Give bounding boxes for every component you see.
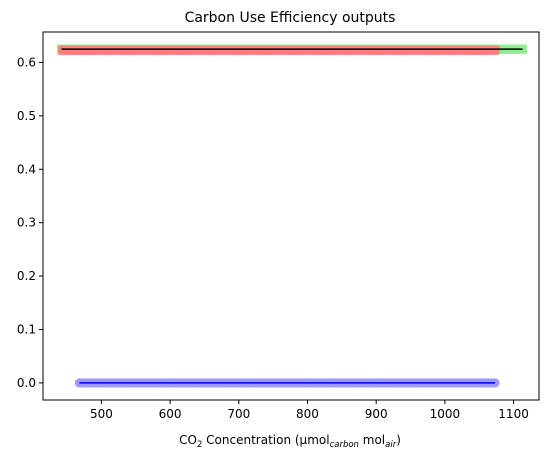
series-1-point	[206, 45, 216, 55]
y-tick-label: 0.2	[17, 269, 36, 283]
series-1-point	[86, 45, 96, 55]
series-1-point	[103, 45, 113, 55]
series-1-point	[234, 45, 244, 55]
x-tick-label: 800	[296, 407, 319, 421]
x-tick-label: 600	[159, 407, 182, 421]
series-1-point	[316, 45, 326, 55]
y-tick-label: 0.0	[17, 376, 36, 390]
series-1-point	[124, 45, 134, 55]
series-1-point	[481, 45, 491, 55]
series-1-point	[490, 45, 500, 55]
series-1-point	[151, 45, 161, 55]
y-tick-label: 0.6	[17, 55, 36, 69]
axes: 500 600 700 800 900 1000 1100 0.0 0.1 0.2 0.3 0.4 0.…	[17, 31, 540, 421]
axes-frame	[42, 31, 540, 401]
x-axis-label-part: CO	[179, 433, 197, 447]
x-axis-label-part: )	[396, 433, 401, 447]
series-1-point	[289, 45, 299, 55]
x-tick-label: 500	[90, 407, 113, 421]
series-1	[58, 45, 500, 55]
x-axis-label-part: air	[385, 440, 397, 450]
x-tick-label: 700	[227, 407, 250, 421]
y-tick-label: 0.4	[17, 162, 36, 176]
x-axis-label-part: 2	[197, 440, 202, 450]
x-axis-label-part: Concentration (µmol	[202, 433, 329, 447]
chart-title: Carbon Use Efficiency outputs	[185, 10, 396, 26]
x-axis-label-part: carbon	[330, 440, 359, 450]
x-tick-label: 1000	[430, 407, 461, 421]
y-tick-label: 0.5	[17, 109, 36, 123]
series-1-point	[344, 45, 354, 55]
y-tick-label: 0.1	[17, 322, 36, 336]
y-tick-label: 0.3	[17, 216, 36, 230]
x-tick-label: 1100	[498, 407, 529, 421]
series-1-point	[447, 45, 457, 55]
series-1-point	[58, 45, 68, 55]
x-tick-label: 900	[365, 407, 388, 421]
x-axis-label-part: mol	[359, 433, 385, 447]
series-2	[74, 378, 500, 388]
series-1-point	[426, 45, 436, 55]
series-1-point	[399, 45, 409, 55]
series-1-point	[179, 45, 189, 55]
series-1-point	[76, 45, 86, 55]
series-1-point	[261, 45, 271, 55]
series-1-point	[371, 45, 381, 55]
series-1-point	[69, 45, 79, 55]
x-axis-label: CO2 Concentration (µmolcarbon molair)	[179, 433, 401, 450]
plot-area	[57, 44, 528, 388]
series-1-point	[467, 45, 477, 55]
